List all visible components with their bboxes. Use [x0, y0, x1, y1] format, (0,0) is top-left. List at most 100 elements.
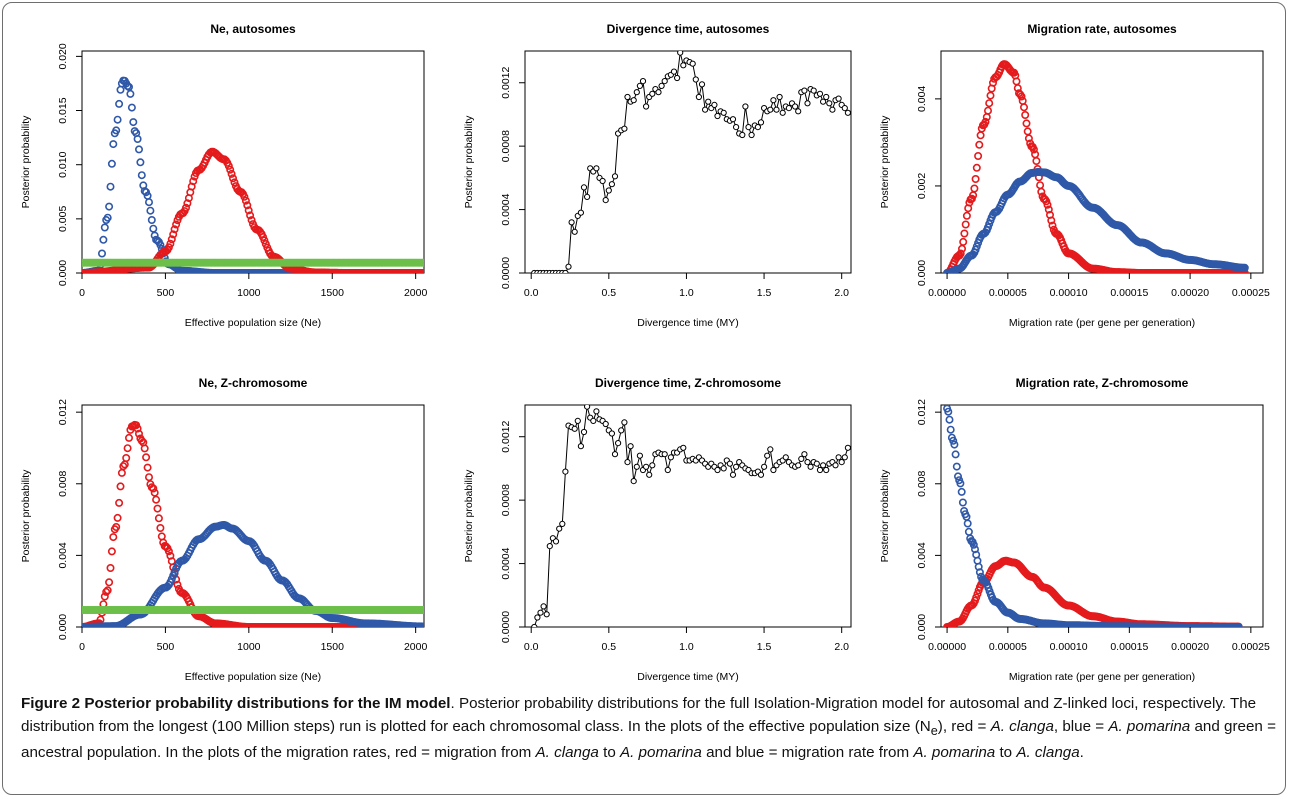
data-point	[593, 408, 600, 415]
data-point	[577, 209, 585, 216]
data-point	[1021, 111, 1030, 120]
x-tick-label: 0.5	[602, 287, 617, 299]
data-point	[608, 181, 616, 188]
data-point	[702, 106, 709, 113]
data-point	[119, 462, 128, 471]
x-tick-label: 2.0	[834, 287, 849, 299]
data-point	[844, 444, 851, 451]
data-point	[247, 216, 256, 225]
data-point	[1042, 197, 1051, 206]
data-point	[127, 103, 136, 112]
black-series	[531, 405, 851, 627]
data-point	[960, 229, 969, 238]
y-tick-label: 0.012	[57, 399, 69, 425]
data-point	[627, 443, 634, 450]
data-point	[99, 235, 108, 244]
x-axis-label: Migration rate (per gene per generation)	[1009, 671, 1195, 683]
species-name: A. pomarina	[619, 744, 702, 762]
data-point	[670, 68, 678, 75]
data-point	[667, 454, 675, 461]
x-tick-label: 0.00010	[1050, 641, 1088, 653]
x-tick-label: 1000	[237, 641, 261, 653]
data-point	[140, 444, 149, 453]
data-point	[1022, 119, 1031, 128]
x-tick-label: 0.0	[524, 641, 539, 653]
y-tick-label: 0.000	[57, 260, 69, 286]
data-point	[1037, 187, 1046, 196]
data-point	[577, 443, 585, 450]
data-point	[951, 450, 960, 459]
chart-title: Ne, Z-chromosome	[199, 376, 308, 390]
data-point	[152, 495, 161, 504]
data-point	[983, 106, 992, 115]
data-point	[1023, 127, 1032, 136]
data-point	[720, 465, 727, 472]
data-point	[764, 452, 771, 459]
data-point	[116, 482, 125, 491]
data-point	[98, 249, 107, 258]
plot-frame	[524, 404, 852, 628]
data-point	[115, 498, 124, 507]
y-tick-label: 0.020	[57, 43, 69, 69]
x-tick-label: 0.00025	[1232, 641, 1270, 653]
data-point	[135, 145, 144, 154]
y-tick-label: 0.000	[57, 614, 69, 640]
y-tick-label: 0.004	[916, 542, 928, 568]
data-point	[643, 463, 650, 470]
data-point	[986, 91, 995, 100]
data-point	[621, 419, 628, 426]
x-tick-label: 0.00000	[928, 287, 966, 299]
data-point	[100, 223, 109, 232]
data-point	[813, 460, 820, 467]
x-tick-label: 0.00005	[989, 287, 1027, 299]
data-point	[770, 97, 777, 104]
data-point	[674, 74, 681, 82]
data-point	[970, 184, 979, 193]
data-point	[795, 462, 802, 469]
data-point	[985, 99, 994, 108]
x-tick-label: 0.5	[602, 641, 617, 653]
data-point	[705, 98, 712, 105]
data-point	[770, 466, 777, 474]
green-series	[82, 605, 424, 614]
data-point	[636, 452, 644, 459]
chart-title: Migration rate, autosomes	[1027, 22, 1177, 36]
data-point	[804, 459, 811, 466]
data-point	[1029, 145, 1038, 154]
x-tick-label: 1.5	[757, 287, 772, 299]
data-point	[543, 611, 550, 618]
data-point	[115, 99, 124, 108]
data-point	[260, 236, 269, 245]
data-point	[816, 466, 824, 474]
data-point	[145, 473, 154, 482]
data-point	[841, 454, 848, 461]
x-axis-label: Migration rate (per gene per generation)	[1009, 317, 1195, 329]
data-point	[795, 108, 802, 115]
data-point	[823, 93, 830, 101]
data-point	[167, 235, 176, 244]
x-tick-label: 1.0	[679, 287, 694, 299]
data-point	[745, 124, 752, 131]
data-point	[630, 478, 637, 485]
y-tick-label: 0.0012	[500, 421, 512, 453]
data-point	[624, 459, 631, 466]
data-point	[580, 184, 588, 191]
data-point	[107, 547, 116, 556]
data-point	[835, 95, 842, 102]
data-point	[103, 213, 112, 222]
data-point	[1047, 216, 1056, 225]
data-point	[976, 131, 985, 140]
data-point	[959, 237, 968, 246]
data-point	[135, 429, 144, 438]
red-series	[943, 60, 1249, 273]
data-point	[820, 98, 827, 105]
data-point	[969, 540, 978, 549]
data-point	[183, 199, 192, 208]
y-tick-label: 0.0008	[500, 130, 512, 162]
y-tick-label: 0.015	[57, 97, 69, 123]
data-point	[105, 578, 114, 587]
data-point	[1013, 84, 1022, 93]
data-point	[568, 219, 575, 226]
x-tick-label: 0.00000	[928, 641, 966, 653]
y-tick-label: 0.0012	[500, 67, 512, 99]
